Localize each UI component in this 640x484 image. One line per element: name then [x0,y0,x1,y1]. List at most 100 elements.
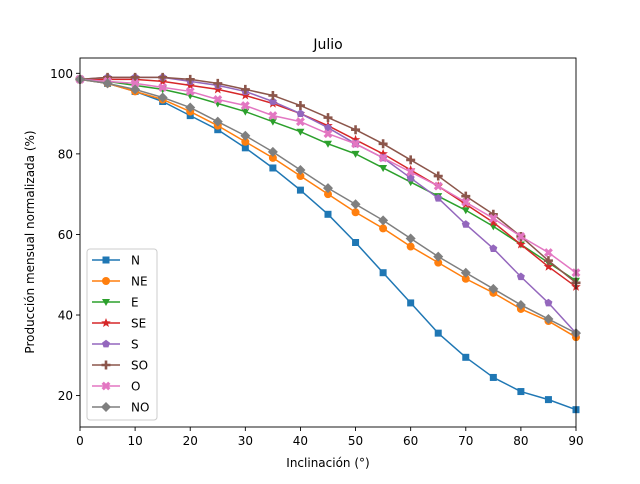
data-point-se [213,84,223,94]
x-tick-label: 80 [513,434,528,448]
data-point-so [185,74,195,84]
legend-marker-no [101,402,111,412]
legend-frame [86,248,158,421]
data-point-so [295,101,305,111]
data-point-o [433,181,443,191]
data-point-se [516,239,526,249]
data-point-ne [461,274,470,283]
x-tick-label: 60 [403,434,418,448]
data-point-so [461,191,471,201]
legend-label-n: N [131,254,140,268]
data-point-o [323,129,333,139]
data-point-ne [351,208,360,217]
data-point-n [517,388,525,396]
legend-marker-ne [102,277,110,285]
legend: N NE E SE S SO O NO [86,248,158,421]
y-tick-label: 20 [58,389,73,403]
y-tick-label: 80 [58,147,73,161]
data-point-e [296,128,305,136]
legend-marker-s [102,339,110,348]
y-tick-label: 60 [58,228,73,242]
data-point-n [352,239,360,246]
data-point-n [296,186,304,194]
chart-title: Julio [312,37,342,53]
data-point-no [267,146,278,157]
data-point-n [324,210,332,218]
legend-label-no: NO [131,401,149,415]
data-point-o [158,82,168,92]
data-point-o [240,101,250,110]
legend-entry-se: SE [92,317,146,331]
data-point-no [405,233,416,244]
data-point-o [185,87,195,96]
data-point-ne [296,172,305,181]
data-point-o [268,111,278,121]
legend-label-s: S [131,338,139,352]
data-point-so [488,209,498,219]
data-point-no [295,164,306,175]
data-point-o [296,117,305,127]
data-point-se [378,148,388,158]
data-point-so [406,155,416,165]
data-point-no [240,130,251,141]
legend-marker-se [101,318,111,328]
data-point-no [378,215,389,226]
data-point-e [461,207,470,215]
legend-label-ne: NE [131,275,148,289]
data-point-o [351,139,360,149]
legend-items: N NE E SE S SO O NO [92,254,149,415]
x-tick-label: 20 [183,434,198,448]
data-point-so [351,125,361,135]
data-point-ne [406,242,415,251]
data-point-e [379,164,388,172]
legend-marker-n [102,256,110,264]
data-point-se [405,164,416,175]
data-point-n [379,269,387,277]
data-point-n [462,353,470,361]
y-axis-label: Producción mensual normalizada (%) [23,130,37,353]
data-point-no [157,92,168,103]
data-point-n [186,112,194,120]
x-tick-label: 30 [238,434,253,448]
data-point-n [214,126,222,134]
series-so [75,72,581,288]
x-tick-label: 0 [76,434,84,448]
data-point-n [489,373,497,381]
x-tick-label: 10 [127,434,142,448]
data-point-no [185,102,196,113]
x-tick-label: 70 [458,434,473,448]
data-point-o [130,78,140,88]
data-point-ne [241,137,250,146]
x-tick-label: 50 [348,434,363,448]
data-point-e [241,108,250,116]
data-point-se [240,90,251,100]
data-point-e [324,140,332,148]
data-point-ne [379,224,388,233]
data-point-se [488,217,499,227]
legend-marker-o [101,381,111,391]
data-point-no [323,183,333,194]
data-point-s [324,123,332,132]
legend-entry-ne: NE [92,275,148,289]
data-point-so [268,90,278,100]
x-tick-label: 90 [568,434,583,448]
data-point-no [350,199,361,210]
data-point-e [268,118,277,126]
data-point-no [543,314,554,325]
data-point-e [351,150,360,158]
series-no [75,74,581,339]
data-point-n [407,299,415,307]
data-point-se [350,134,361,144]
legend-entry-o: O [92,380,140,394]
data-point-s [434,193,443,202]
legend-marker-e [102,299,110,306]
x-axis-ticks: 0 10 20 30 40 50 60 70 80 90 [76,427,584,448]
y-axis-ticks: 20 40 60 80 100 [50,67,80,403]
data-point-o [213,95,223,104]
data-point-s [461,220,470,228]
data-point-o [461,197,471,207]
series-layer [75,72,581,414]
x-tick-label: 40 [293,434,308,448]
